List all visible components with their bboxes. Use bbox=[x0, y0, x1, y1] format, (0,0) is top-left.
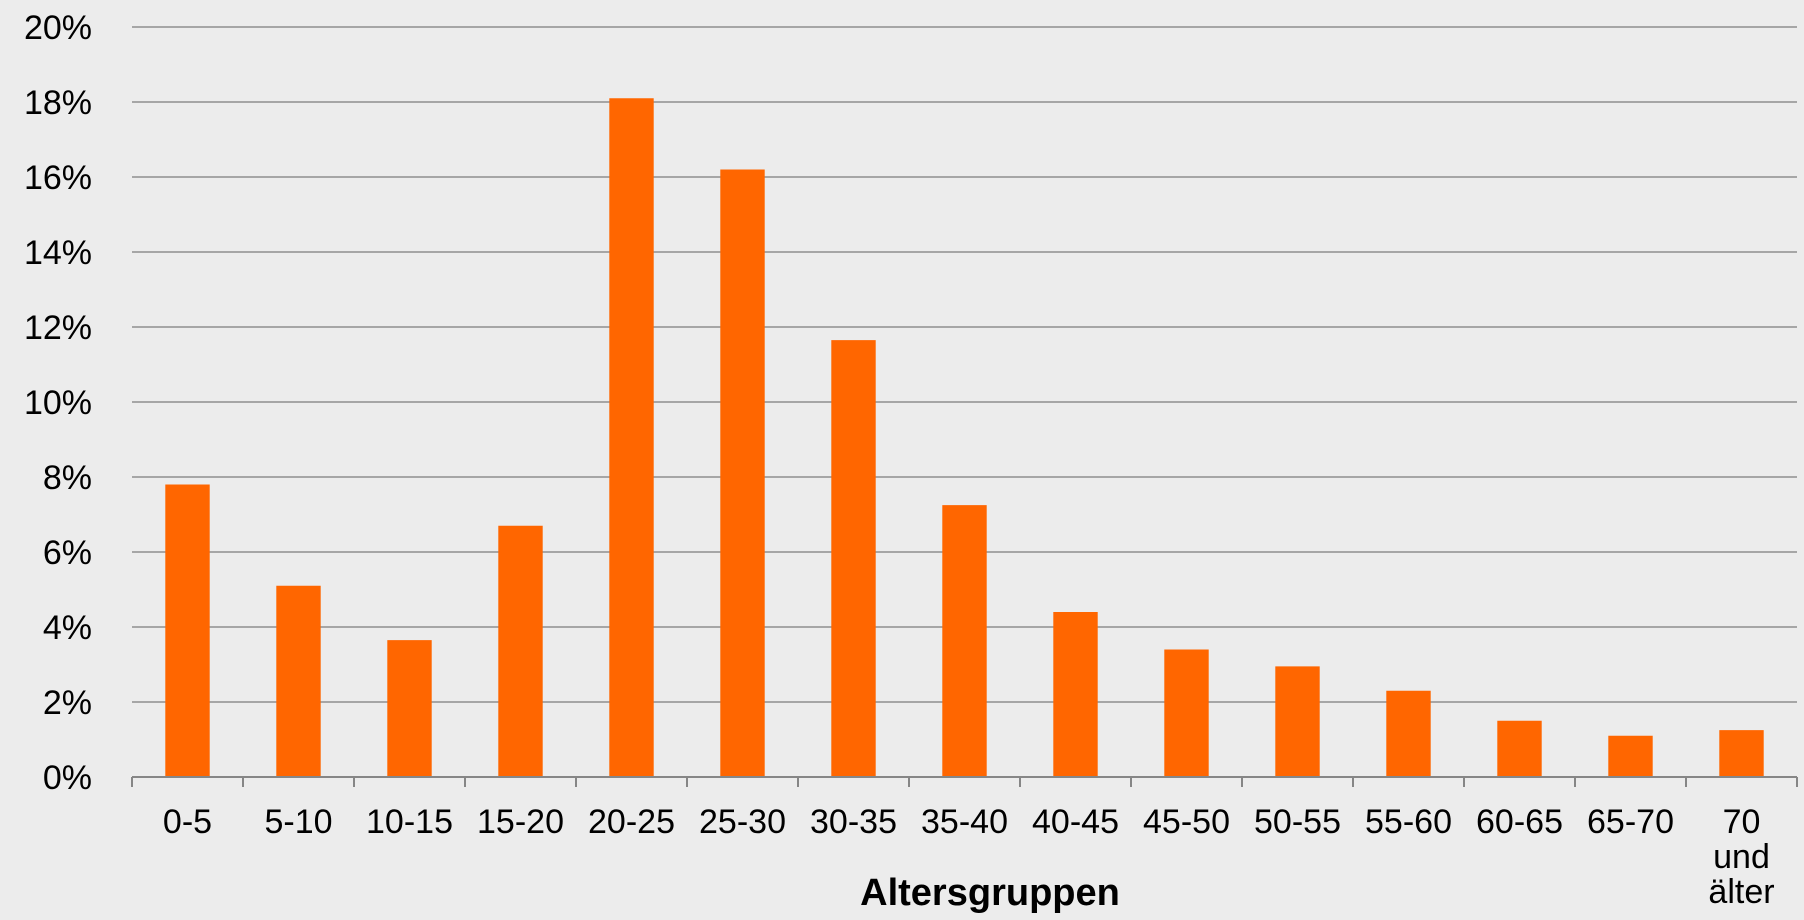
bars bbox=[165, 98, 1764, 777]
bar-45-50 bbox=[1164, 649, 1209, 777]
y-tick-label: 2% bbox=[43, 684, 92, 722]
bar-40-45 bbox=[1053, 612, 1098, 777]
bar-65-70 bbox=[1608, 735, 1653, 777]
y-tick-label: 4% bbox=[43, 609, 92, 647]
x-tick-label: 15-20 bbox=[477, 803, 564, 841]
y-tick-label: 6% bbox=[43, 534, 92, 572]
x-tick-label: 45-50 bbox=[1143, 803, 1230, 841]
y-axis-tick-labels: 0% 2% 4% 6% 8% 10% 12% 14% 16% 18% 20% bbox=[24, 9, 92, 797]
bar-35-40 bbox=[942, 505, 987, 777]
y-tick-label: 12% bbox=[24, 309, 92, 347]
x-tick-label: 40-45 bbox=[1032, 803, 1119, 841]
x-tick-label: 50-55 bbox=[1254, 803, 1341, 841]
bar-50-55 bbox=[1275, 666, 1320, 777]
y-tick-label: 0% bbox=[43, 759, 92, 797]
y-tick-label: 8% bbox=[43, 459, 92, 497]
y-tick-label: 20% bbox=[24, 9, 92, 47]
x-axis-tick-labels: 0-5 5-10 10-15 15-20 20-25 25-30 30-35 35-40 40-… bbox=[163, 803, 1775, 911]
bar-55-60 bbox=[1386, 690, 1431, 777]
bar-30-35 bbox=[831, 340, 876, 777]
x-tick-label: 55-60 bbox=[1365, 803, 1452, 841]
x-tick-label: 65-70 bbox=[1587, 803, 1674, 841]
bar-70-und-älter bbox=[1719, 730, 1764, 777]
gridlines bbox=[132, 26, 1797, 703]
x-axis-title: Altersgruppen bbox=[860, 872, 1120, 914]
x-tick-label: 25-30 bbox=[699, 803, 786, 841]
x-tick-label: 70 und älter bbox=[1708, 803, 1774, 911]
bar-10-15 bbox=[387, 640, 432, 777]
bar-25-30 bbox=[720, 169, 765, 777]
bar-20-25 bbox=[609, 98, 654, 777]
x-tick-label: 20-25 bbox=[588, 803, 675, 841]
x-tick-label: 30-35 bbox=[810, 803, 897, 841]
bar-15-20 bbox=[498, 525, 543, 777]
y-tick-label: 14% bbox=[24, 234, 92, 272]
x-axis bbox=[131, 776, 1798, 787]
x-tick-label: 35-40 bbox=[921, 803, 1008, 841]
bar-0-5 bbox=[165, 484, 210, 777]
x-tick-label: 10-15 bbox=[366, 803, 453, 841]
y-tick-label: 16% bbox=[24, 159, 92, 197]
x-tick-label: 60-65 bbox=[1476, 803, 1563, 841]
bar-60-65 bbox=[1497, 720, 1542, 777]
bar-5-10 bbox=[276, 585, 321, 777]
y-tick-label: 10% bbox=[24, 384, 92, 422]
y-tick-label: 18% bbox=[24, 84, 92, 122]
x-tick-label: 0-5 bbox=[163, 803, 212, 841]
x-tick-label: 5-10 bbox=[264, 803, 332, 841]
